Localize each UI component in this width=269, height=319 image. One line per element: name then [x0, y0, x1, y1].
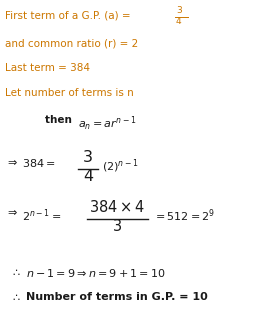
Text: $a_n = ar^{n-1}$: $a_n = ar^{n-1}$	[78, 115, 136, 133]
Text: Number of terms in G.P. = 10: Number of terms in G.P. = 10	[26, 292, 208, 302]
Text: Last term = 384: Last term = 384	[5, 63, 90, 73]
Text: and common ratio (r) = 2: and common ratio (r) = 2	[5, 38, 138, 48]
Text: 3: 3	[176, 6, 182, 15]
Text: $384 =$: $384 =$	[22, 157, 55, 169]
Text: $2^{n-1} =$: $2^{n-1} =$	[22, 207, 61, 224]
Text: $\Rightarrow$: $\Rightarrow$	[5, 157, 18, 167]
Text: $\therefore$: $\therefore$	[10, 267, 21, 277]
Text: 4: 4	[176, 17, 182, 26]
Text: $\Rightarrow$: $\Rightarrow$	[5, 207, 18, 217]
Text: $(2)^{n-1}$: $(2)^{n-1}$	[102, 157, 139, 174]
Text: Let number of terms is n: Let number of terms is n	[5, 88, 134, 98]
Text: 4: 4	[83, 169, 93, 184]
Text: $\therefore$: $\therefore$	[10, 292, 21, 302]
Text: 3: 3	[112, 219, 122, 234]
Text: $384 \times 4$: $384 \times 4$	[89, 199, 145, 215]
Text: $n - 1 = 9 \Rightarrow n = 9 + 1 = 10$: $n - 1 = 9 \Rightarrow n = 9 + 1 = 10$	[26, 267, 166, 279]
Text: then: then	[45, 115, 76, 125]
Text: $= 512 = 2^9$: $= 512 = 2^9$	[153, 207, 215, 224]
Text: First term of a G.P. (a) =: First term of a G.P. (a) =	[5, 10, 131, 20]
Text: 3: 3	[83, 150, 93, 165]
